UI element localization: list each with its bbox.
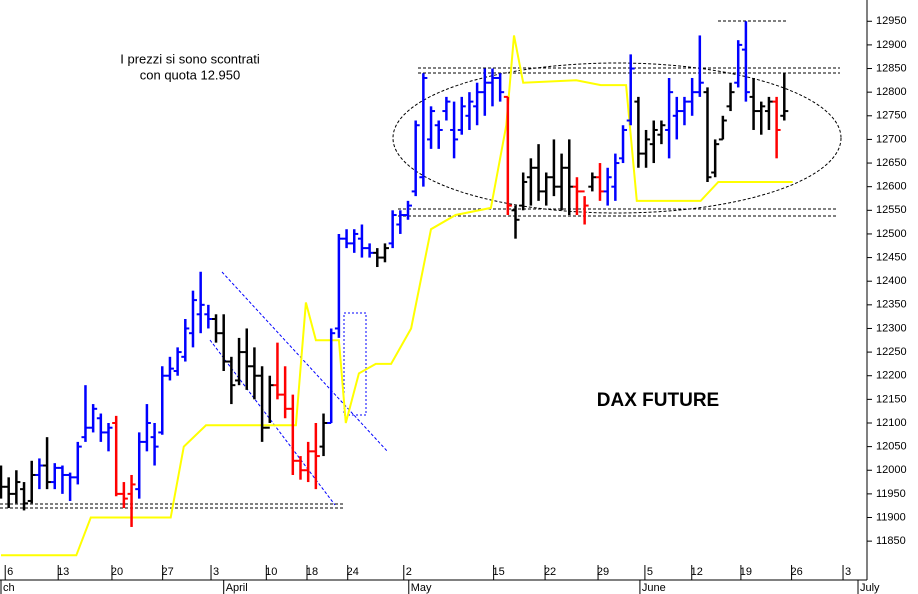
chart-title: DAX FUTURE [597, 390, 719, 411]
y-tick-label: 12300 [876, 322, 907, 334]
x-tick-label: 3 [213, 566, 219, 578]
y-tick-label: 12000 [876, 464, 907, 476]
y-tick-label: 12700 [876, 133, 907, 145]
x-tick-label: 13 [57, 566, 69, 578]
y-tick-label: 12150 [876, 393, 907, 405]
annotation: I prezzi si sono scontrati [120, 51, 260, 66]
month-label: April [226, 582, 248, 594]
y-tick-label: 12750 [876, 110, 907, 122]
y-tick-label: 11950 [876, 488, 906, 500]
y-tick-label: 12850 [876, 62, 907, 74]
x-tick-label: 6 [7, 566, 13, 578]
x-tick-label: 10 [265, 566, 277, 578]
annotation: con quota 12.950 [140, 67, 240, 82]
y-tick-label: 11850 [876, 535, 906, 547]
month-label: June [642, 582, 666, 594]
y-tick-label: 12100 [876, 417, 907, 429]
x-tick-label: 19 [740, 566, 752, 578]
x-tick-label: 26 [790, 566, 802, 578]
range-ellipse [392, 62, 842, 214]
month-label: May [411, 582, 432, 594]
stop-line [1, 35, 793, 557]
x-tick-label: 24 [347, 566, 359, 578]
x-tick-label: 20 [111, 566, 123, 578]
x-tick-label: 2 [406, 566, 412, 578]
annotations [0, 20, 842, 509]
channel-line [209, 339, 336, 506]
y-tick-label: 12900 [876, 39, 907, 51]
x-tick-label: 5 [647, 566, 653, 578]
x-tick-label: 15 [492, 566, 504, 578]
y-tick-label: 12350 [876, 299, 907, 311]
y-tick-label: 12950 [876, 15, 907, 27]
y-tick-label: 12800 [876, 86, 907, 98]
breakout-box [343, 312, 367, 416]
y-tick-label: 12500 [876, 228, 907, 240]
y-tick-label: 12650 [876, 157, 907, 169]
y-tick-label: 12050 [876, 441, 907, 453]
y-tick-label: 12250 [876, 346, 907, 358]
x-tick-label: 18 [306, 566, 318, 578]
y-tick-label: 12550 [876, 204, 907, 216]
y-tick-label: 12200 [876, 370, 907, 382]
month-label: ch [3, 582, 15, 594]
y-tick-label: 12450 [876, 251, 907, 263]
month-label: July [860, 582, 880, 594]
channel-line [221, 271, 389, 453]
x-tick-label: 29 [597, 566, 609, 578]
x-tick-label: 27 [162, 566, 174, 578]
y-tick-label: 12400 [876, 275, 907, 287]
y-tick-label: 12600 [876, 181, 907, 193]
x-tick-label: 12 [691, 566, 703, 578]
y-tick-label: 11900 [876, 511, 906, 523]
x-tick-label: 22 [544, 566, 556, 578]
x-tick-label: 3 [845, 566, 851, 578]
